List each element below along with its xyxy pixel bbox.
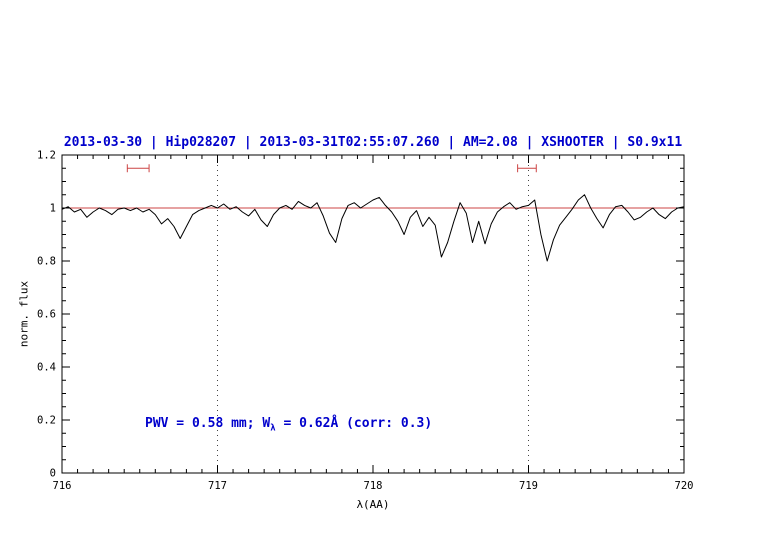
x-tick-label: 716 (53, 480, 72, 492)
x-tick-label: 719 (519, 480, 538, 492)
y-tick-label: 0.4 (37, 362, 56, 374)
y-tick-label: 0.6 (37, 309, 56, 321)
y-tick-label: 0 (50, 468, 56, 480)
spectrum-line (61, 194, 685, 262)
y-axis-label: norm. flux (17, 280, 31, 348)
y-tick-label: 0.8 (37, 256, 56, 268)
annotation-suffix: = 0.62Å (corr: 0.3) (275, 416, 433, 431)
chart-title: 2013-03-30 | Hip028207 | 2013-03-31T02:5… (63, 135, 683, 150)
y-tick-label: 0.2 (37, 415, 56, 427)
annotation-lambda-sub: λ (270, 423, 276, 434)
y-tick-label: 1.2 (37, 150, 56, 162)
x-tick-label: 718 (364, 480, 383, 492)
pwv-annotation: PWV = 0.58 mm; Wλ = 0.62Å (corr: 0.3) (145, 416, 432, 434)
x-tick-label: 720 (675, 480, 694, 492)
x-axis-label: λ(AA) (356, 498, 390, 511)
x-tick-label: 717 (208, 480, 227, 492)
y-tick-label: 1 (50, 203, 56, 215)
annotation-prefix: PWV = 0.58 mm; W (145, 416, 271, 431)
